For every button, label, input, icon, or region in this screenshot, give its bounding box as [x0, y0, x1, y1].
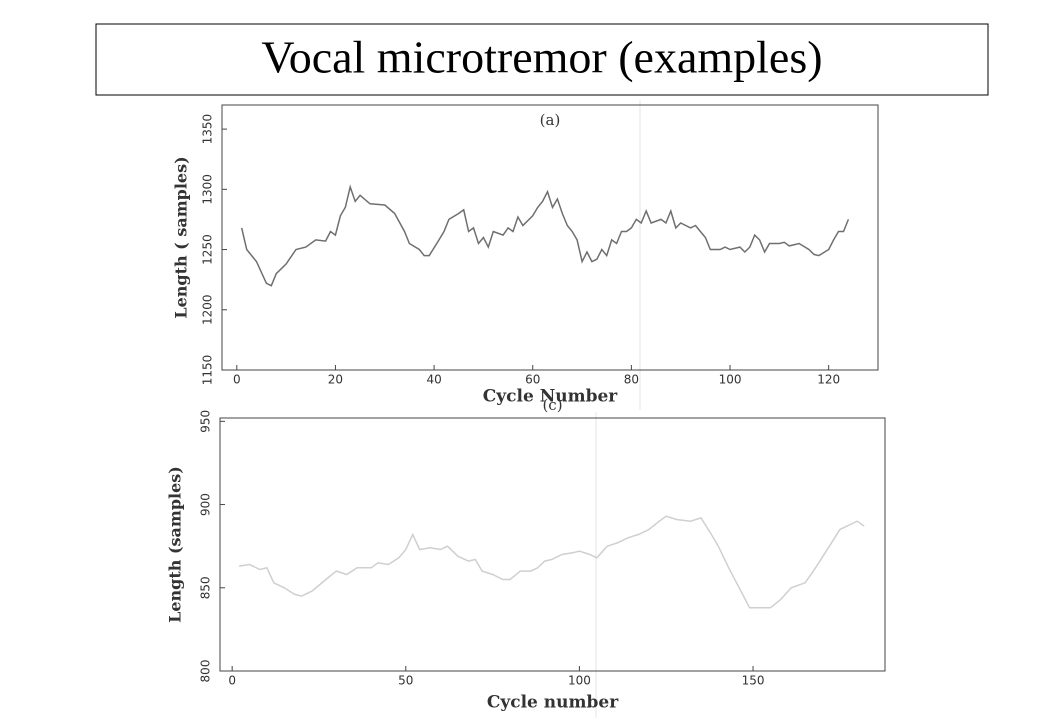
x-axis-label: Cycle Number: [483, 387, 619, 407]
y-tick-label: 850: [199, 576, 213, 599]
x-axis-label: Cycle number: [487, 693, 619, 713]
slide-title: Vocal microtremor (examples): [261, 32, 822, 83]
data-line: [238, 515, 865, 609]
x-tick-label: 60: [525, 373, 540, 387]
y-tick-label: 1150: [201, 355, 215, 386]
plot-frame: [221, 104, 879, 371]
y-tick-label: 1350: [201, 114, 215, 145]
data-line: [240, 184, 850, 287]
y-tick-label: 950: [199, 410, 213, 433]
y-tick-label: 1300: [201, 174, 215, 205]
x-tick-label: 0: [228, 674, 236, 688]
x-tick-label: 150: [742, 674, 765, 688]
y-tick-label: 900: [199, 493, 213, 516]
x-tick-label: 100: [568, 674, 591, 688]
x-tick-label: 20: [328, 373, 343, 387]
x-tick-label: 50: [398, 674, 413, 688]
y-tick-label: 1250: [201, 234, 215, 265]
y-axis-label: Length (samples): [166, 466, 185, 623]
plot-frame: [219, 417, 886, 672]
y-axis-label: Length ( samples): [172, 156, 191, 318]
y-tick-label: 1200: [201, 294, 215, 325]
y-tick-label: 800: [199, 660, 213, 683]
title-box: [95, 23, 989, 96]
chart-title: (a): [540, 111, 561, 129]
chart-title: (c): [542, 396, 562, 414]
x-tick-label: 80: [624, 373, 639, 387]
x-tick-label: 120: [817, 373, 840, 387]
x-tick-label: 100: [719, 373, 742, 387]
x-tick-label: 0: [233, 373, 241, 387]
x-tick-label: 40: [426, 373, 441, 387]
